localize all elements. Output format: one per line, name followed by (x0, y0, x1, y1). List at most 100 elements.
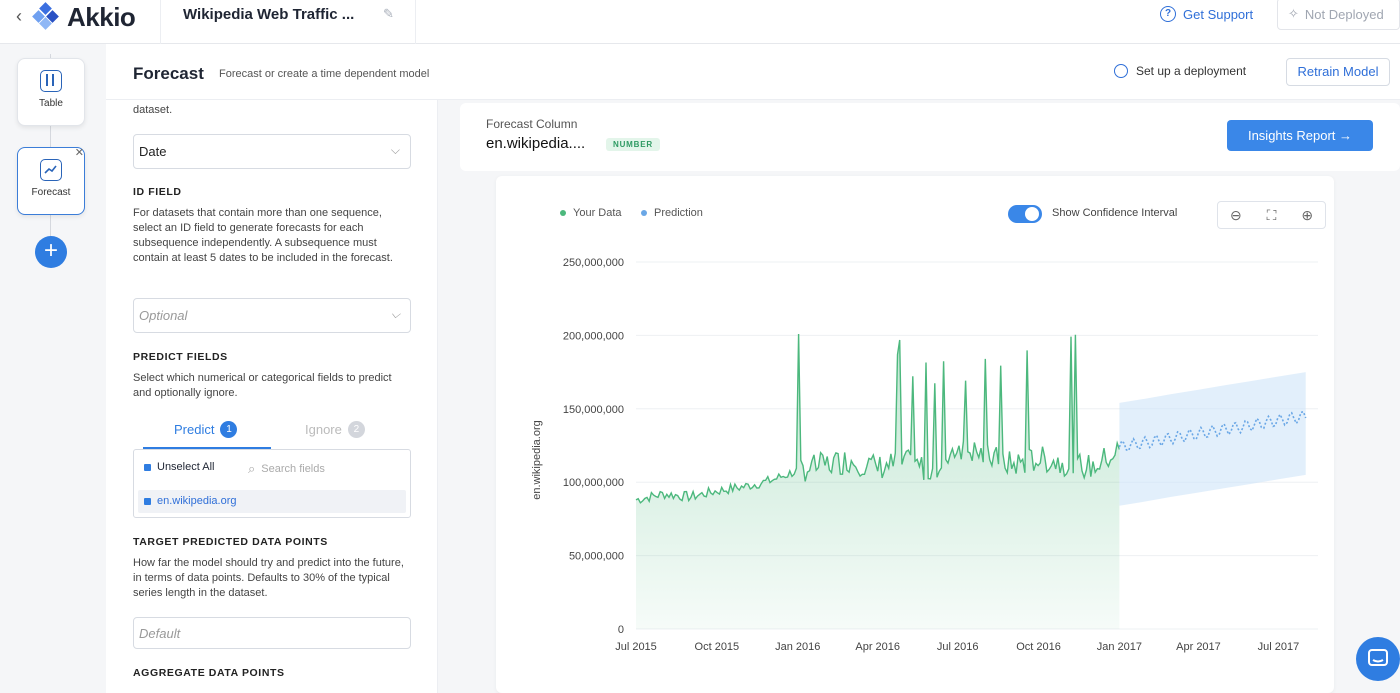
field-item-highlight (138, 490, 406, 513)
confidence-interval-label: Show Confidence Interval (1052, 207, 1178, 219)
target-points-help: How far the model should try and predict… (133, 557, 404, 599)
column-type-badge: NUMBER (606, 138, 660, 151)
deploy-status-label: Not Deployed (1304, 6, 1384, 22)
brand-name: Akkio (67, 2, 136, 32)
tab-ignore[interactable]: Ignore 2 (305, 421, 365, 438)
field-search-placeholder: Search fields (261, 463, 325, 475)
unselect-all-button[interactable]: Unselect All (144, 461, 214, 473)
field-item[interactable]: en.wikipedia.org (144, 495, 237, 507)
chevron-down-icon: ⌵ (390, 143, 400, 157)
akkio-logo (32, 2, 59, 30)
x-tick-label: Oct 2015 (695, 641, 740, 653)
forecast-chart[interactable]: 0 50,000,000 100,000,000 150,000,000 200,000… (496, 176, 1334, 693)
forecast-column-value: en.wikipedia.... (486, 135, 586, 152)
zoom-out-icon[interactable]: ⊖ (1229, 207, 1242, 223)
radio-icon[interactable] (1114, 64, 1128, 78)
table-node-label: Table (39, 98, 63, 109)
table-icon (40, 70, 62, 92)
close-icon[interactable]: ✕ (74, 147, 84, 159)
field-selector: Unselect All ⌕ Search fields en.wikipedi… (133, 449, 411, 518)
edit-pencil-icon[interactable]: ✎ (383, 6, 394, 21)
predict-fields-help: Select which numerical or categorical fi… (133, 372, 392, 399)
get-support-link[interactable]: ? Get Support (1160, 6, 1253, 22)
forecast-column-label: Forecast Column (486, 117, 578, 131)
x-tick-label: Jan 2017 (1097, 641, 1142, 653)
y-tick-label: 0 (618, 624, 624, 636)
x-tick-label: Jul 2015 (615, 641, 657, 653)
y-tick-label: 200,000,000 (563, 330, 624, 342)
x-tick-label: Jan 2016 (775, 641, 820, 653)
tab-ignore-label: Ignore (305, 422, 342, 437)
date-column-select[interactable]: Date ⌵ (133, 134, 411, 169)
table-node[interactable]: Table (17, 58, 85, 126)
tab-predict[interactable]: Predict 1 (174, 421, 238, 438)
forecast-column-card: Forecast Column en.wikipedia.... NUMBER … (460, 103, 1400, 171)
prediction-line (1118, 410, 1307, 452)
help-icon: ? (1160, 6, 1176, 22)
get-support-label: Get Support (1183, 6, 1254, 22)
legend-prediction[interactable]: Prediction (641, 207, 703, 219)
forecast-node-label: Forecast (31, 187, 71, 198)
x-tick-label: Jul 2016 (937, 641, 979, 653)
tab-predict-count: 1 (220, 421, 238, 438)
checkbox-icon[interactable] (144, 497, 151, 505)
setup-deployment-option[interactable]: Set up a deployment (1114, 64, 1246, 78)
chat-support-button[interactable] (1356, 637, 1400, 681)
predict-ignore-tabs: Predict 1 Ignore 2 (143, 421, 407, 449)
active-tab-underline (143, 447, 271, 449)
your-data-area (636, 334, 1120, 629)
confidence-band (1119, 372, 1306, 506)
project-title[interactable]: Wikipedia Web Traffic ... (183, 6, 355, 23)
target-points-input[interactable]: Default (133, 617, 411, 649)
settings-panel: dataset. Date ⌵ ID FIELD For datasets th… (106, 100, 438, 693)
field-search-input[interactable]: ⌕ Search fields (248, 461, 325, 477)
search-icon: ⌕ (248, 461, 256, 476)
top-bar: ‹ Akkio Wikipedia Web Traffic ... ✎ ? Ge… (0, 0, 1400, 44)
chevron-left-icon[interactable]: ‹ (16, 6, 22, 26)
x-tick-label: Apr 2016 (855, 641, 900, 653)
zoom-in-icon[interactable]: ⊕ (1301, 207, 1314, 223)
y-tick-label: 250,000,000 (563, 257, 624, 269)
legend-dot-blue (641, 210, 647, 216)
chat-icon (1368, 649, 1388, 666)
target-points-heading: TARGET PREDICTED DATA POINTS (133, 536, 328, 548)
chevron-down-icon: ⌵ (390, 307, 400, 321)
deploy-icon: ✧ (1288, 6, 1299, 21)
forecast-chart-card: Your Data Prediction Show Confidence Int… (496, 176, 1334, 693)
x-tick-label: Apr 2017 (1176, 641, 1221, 653)
page-title: Forecast (133, 64, 204, 83)
insights-report-button[interactable]: Insights Report → (1227, 120, 1373, 151)
project-title-area[interactable]: Wikipedia Web Traffic ... ✎ (160, 0, 416, 44)
deploy-status-button[interactable]: ✧ Not Deployed (1277, 0, 1400, 30)
forecast-node[interactable]: ✕ Forecast (17, 147, 85, 215)
tab-predict-label: Predict (174, 422, 215, 437)
toggle-knob (1025, 207, 1039, 221)
id-field-heading: ID FIELD (133, 186, 182, 198)
flow-rail: Table ✕ Forecast + (0, 44, 106, 693)
confidence-interval-toggle[interactable] (1008, 205, 1042, 223)
field-item-label: en.wikipedia.org (157, 495, 237, 507)
add-step-button[interactable]: + (35, 236, 67, 268)
legend-your-data[interactable]: Your Data (560, 207, 622, 219)
y-axis-label: en.wikipedia.org (531, 420, 543, 500)
setup-deployment-label: Set up a deployment (1136, 64, 1247, 78)
aggregate-heading: AGGREGATE DATA POINTS (133, 667, 285, 679)
trend-icon (40, 159, 62, 181)
retrain-model-button[interactable]: Retrain Model (1286, 58, 1390, 86)
unselect-all-label: Unselect All (157, 461, 215, 473)
legend-prediction-label: Prediction (654, 207, 703, 219)
legend-your-data-label: Your Data (573, 207, 622, 219)
checkbox-icon (144, 463, 151, 471)
panel-intro-text: dataset. (133, 104, 173, 116)
id-field-select[interactable]: Optional ⌵ (133, 298, 411, 333)
page-header: Forecast Forecast or create a time depen… (106, 44, 1400, 100)
id-field-help: For datasets that contain more than one … (133, 207, 393, 264)
fit-screen-icon[interactable]: ⛶ (1266, 207, 1277, 223)
id-field-placeholder: Optional (139, 308, 188, 323)
predict-fields-heading: PREDICT FIELDS (133, 351, 228, 363)
y-tick-label: 150,000,000 (563, 404, 624, 416)
x-tick-label: Oct 2016 (1016, 641, 1061, 653)
zoom-controls: ⊖ ⛶ ⊕ (1217, 201, 1326, 229)
y-tick-label: 50,000,000 (569, 551, 624, 563)
x-tick-label: Jul 2017 (1258, 641, 1300, 653)
